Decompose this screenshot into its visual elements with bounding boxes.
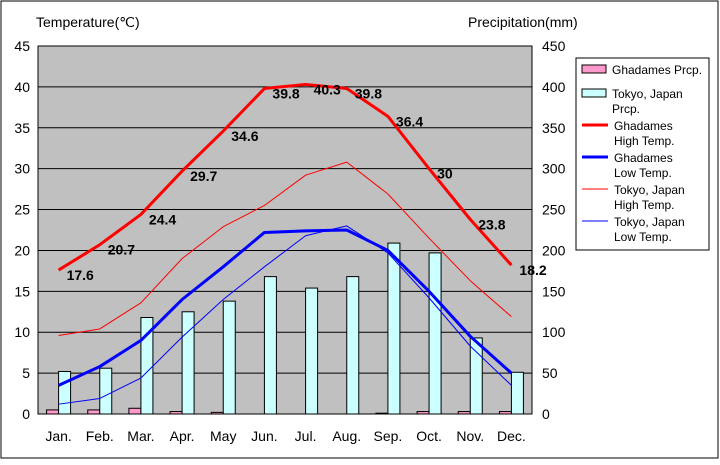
precip-bar-tokyo xyxy=(469,337,483,415)
precip-bar-ghadames xyxy=(169,411,183,415)
y-right-tick-label: 150 xyxy=(542,283,566,299)
precip-bar-tokyo xyxy=(387,242,401,415)
x-tick-label: Jan. xyxy=(45,428,71,444)
y-left-tick-label: 25 xyxy=(14,202,30,218)
legend-label: High Temp. xyxy=(614,134,674,148)
legend: Ghadames Prcp.Tokyo, JapanPrcp.GhadamesH… xyxy=(575,57,710,251)
precip-bar-ghadames xyxy=(210,411,224,415)
x-axis-ticks: Jan. Feb. Mar. Apr. May Jun. Jul. Aug. Sep. Oct. N… xyxy=(45,428,525,444)
high-temp-data-label: 17.6 xyxy=(67,267,94,283)
precip-bar-tokyo xyxy=(346,276,360,415)
legend-label: Tokyo, Japan xyxy=(612,87,683,101)
legend-label: Low Temp. xyxy=(614,230,672,244)
x-tick-label: Apr. xyxy=(170,428,195,444)
precip-bar-ghadames xyxy=(375,412,389,415)
legend-label: Prcp. xyxy=(612,102,640,116)
y-left-tick-label: 15 xyxy=(14,283,30,299)
y-right-tick-label: 200 xyxy=(542,242,566,258)
high-temp-data-label: 18.2 xyxy=(519,262,546,278)
x-tick-label: Nov. xyxy=(456,428,484,444)
high-temp-data-label: 36.4 xyxy=(396,113,423,129)
x-tick-label: Mar. xyxy=(127,428,154,444)
x-tick-label: Aug. xyxy=(332,428,361,444)
y-right-tick-label: 400 xyxy=(542,79,566,95)
high-temp-data-label: 24.4 xyxy=(149,211,176,227)
precip-bar-ghadames xyxy=(457,411,471,415)
precip-bar-ghadames xyxy=(128,407,142,415)
high-temp-data-label: 39.8 xyxy=(272,86,299,102)
y-right-tick-label: 350 xyxy=(542,120,566,136)
x-tick-label: Sep. xyxy=(374,428,403,444)
x-tick-label: Jul. xyxy=(295,428,317,444)
tokyo-high-line xyxy=(58,161,512,336)
y-right-tick-label: 300 xyxy=(542,161,566,177)
legend-label: Low Temp. xyxy=(614,166,672,180)
y-left-tick-label: 45 xyxy=(14,38,30,54)
left-axis-ticks: 0 5 10 15 20 25 30 35 40 45 xyxy=(14,38,30,422)
precip-bar-ghadames xyxy=(46,409,60,415)
gridlines xyxy=(38,86,532,374)
y-left-tick-label: 40 xyxy=(14,79,30,95)
high-temp-data-label: 20.7 xyxy=(108,242,135,258)
legend-label: High Temp. xyxy=(614,198,674,212)
tokyo-low-line xyxy=(58,225,512,405)
precip-bar-tokyo xyxy=(181,311,195,415)
x-tick-label: May xyxy=(210,428,236,444)
precip-bar-tokyo xyxy=(99,367,113,415)
temperature-lines xyxy=(57,82,513,405)
y-right-tick-label: 100 xyxy=(542,324,566,340)
high-temp-data-label: 30 xyxy=(437,166,453,182)
high-temp-data-label: 39.8 xyxy=(355,86,382,102)
precip-bar-ghadames xyxy=(498,411,512,415)
high-temp-data-label: 34.6 xyxy=(231,128,258,144)
precip-bar-tokyo xyxy=(222,300,236,415)
right-axis-ticks: 0 50 100 150 200 250 300 350 400 450 xyxy=(542,38,566,422)
precipitation-bars xyxy=(46,242,524,415)
legend-label: Ghadames xyxy=(614,119,673,133)
y-right-tick-label: 250 xyxy=(542,202,566,218)
x-tick-label: Oct. xyxy=(416,428,442,444)
precip-bar-tokyo xyxy=(263,276,277,415)
legend-swatch xyxy=(581,64,607,74)
left-axis-title: Temperature(℃) xyxy=(36,14,140,30)
y-right-tick-label: 0 xyxy=(542,406,550,422)
legend-label: Tokyo, Japan xyxy=(614,215,685,229)
y-right-tick-label: 50 xyxy=(542,365,558,381)
ghadames-low-line xyxy=(57,228,513,387)
precip-bar-tokyo xyxy=(510,371,524,415)
legend-label: Ghadames xyxy=(614,151,673,165)
high-temp-data-label: 23.8 xyxy=(478,216,505,232)
y-right-tick-label: 450 xyxy=(542,38,566,54)
precip-bar-ghadames xyxy=(87,409,101,415)
right-axis-title: Precipitation(mm) xyxy=(468,14,578,30)
legend-label: Ghadames Prcp. xyxy=(612,63,702,77)
high-temp-data-label: 40.3 xyxy=(314,81,341,97)
high-temp-data-label: 29.7 xyxy=(190,168,217,184)
precip-bar-tokyo xyxy=(428,252,442,415)
precip-bar-tokyo xyxy=(58,370,72,415)
precip-bar-tokyo xyxy=(305,287,319,415)
legend-swatch xyxy=(581,88,607,98)
ghadames-high-line xyxy=(57,82,513,272)
legend-label: Tokyo, Japan xyxy=(614,183,685,197)
data-labels: 17.6 20.7 24.4 29.7 34.6 39.8 40.3 39.8 36.4 30 23… xyxy=(67,81,547,283)
y-left-tick-label: 20 xyxy=(14,242,30,258)
y-left-tick-label: 10 xyxy=(14,324,30,340)
y-left-tick-label: 35 xyxy=(14,120,30,136)
x-tick-label: Jun. xyxy=(251,428,277,444)
x-tick-label: Feb. xyxy=(86,428,114,444)
x-tick-label: Dec. xyxy=(497,428,526,444)
y-left-tick-label: 5 xyxy=(22,365,30,381)
precip-bar-ghadames xyxy=(416,411,430,415)
y-left-tick-label: 0 xyxy=(22,406,30,422)
y-left-tick-label: 30 xyxy=(14,161,30,177)
